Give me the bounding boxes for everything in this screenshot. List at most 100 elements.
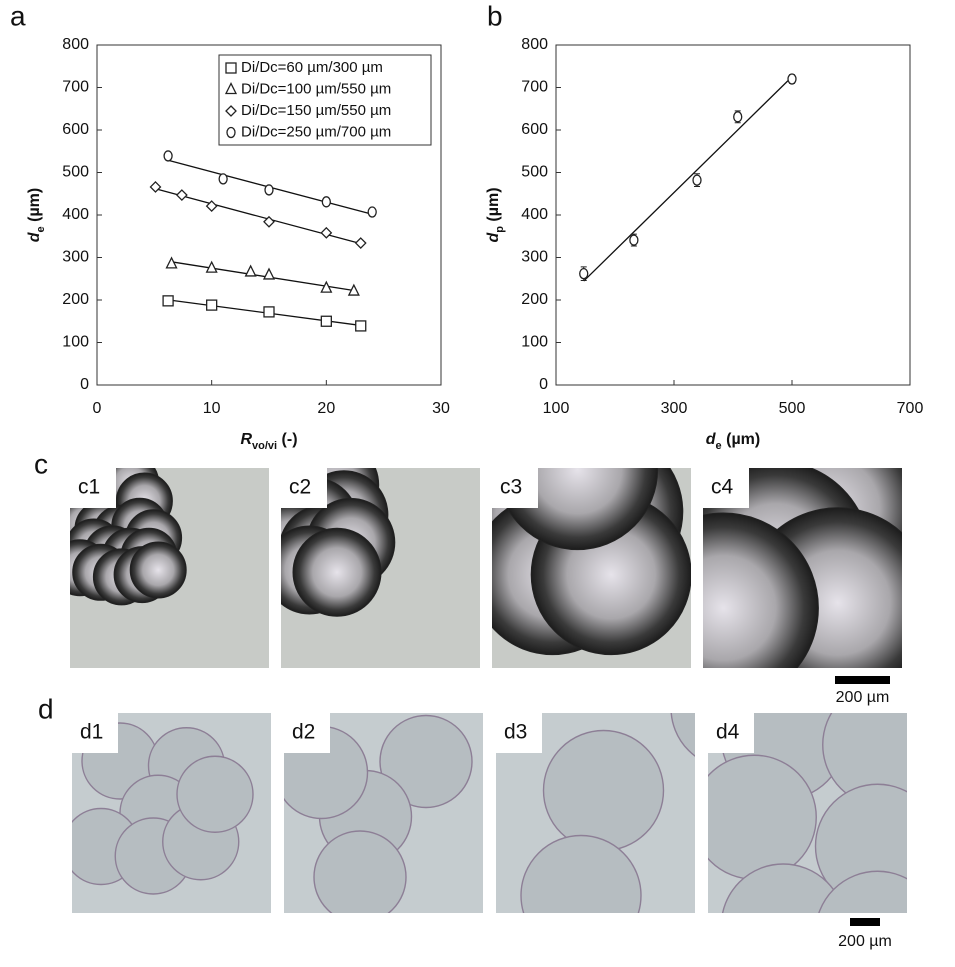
marker bbox=[787, 73, 797, 85]
marker bbox=[320, 315, 332, 327]
scale-bar-label: 200 µm bbox=[836, 689, 890, 706]
particle bbox=[721, 863, 845, 913]
panel-label: c bbox=[34, 448, 48, 479]
image-label: c3 bbox=[500, 476, 522, 499]
legend-label: Di/Dc=100 µm/550 µm bbox=[241, 80, 391, 97]
particle bbox=[520, 834, 642, 913]
y-axis-title: dp (µm) bbox=[485, 187, 506, 242]
x-tick-label: 20 bbox=[317, 400, 335, 417]
x-axis-title-main: R bbox=[240, 431, 252, 448]
marker bbox=[162, 295, 174, 307]
marker bbox=[347, 283, 360, 296]
particle bbox=[818, 870, 907, 913]
y-tick-label: 400 bbox=[521, 206, 548, 223]
legend-box bbox=[218, 54, 432, 146]
x-tick-label: 700 bbox=[897, 400, 924, 417]
marker bbox=[579, 267, 589, 280]
y-axis-title-unit: (µm) bbox=[485, 187, 502, 226]
fit-line bbox=[583, 76, 793, 282]
label-bg bbox=[492, 468, 538, 508]
label-bg bbox=[70, 468, 116, 508]
label-bg bbox=[281, 468, 327, 508]
marker bbox=[367, 206, 377, 218]
legend-marker bbox=[225, 105, 237, 117]
particles bbox=[492, 468, 691, 656]
x-axis-title-unit: (µm) bbox=[722, 431, 761, 448]
particles bbox=[520, 713, 695, 913]
marker bbox=[321, 196, 331, 208]
marker bbox=[629, 234, 639, 246]
marker bbox=[149, 181, 162, 193]
particles bbox=[703, 468, 902, 668]
marker bbox=[163, 150, 173, 162]
y-tick-label: 600 bbox=[521, 121, 548, 138]
marker bbox=[355, 320, 367, 332]
x-tick-label: 500 bbox=[779, 400, 806, 417]
legend-label: Di/Dc=250 µm/700 µm bbox=[241, 123, 391, 140]
y-tick-label: 300 bbox=[62, 249, 89, 266]
particle bbox=[379, 714, 473, 809]
x-axis-title-main: d bbox=[706, 431, 717, 448]
particle bbox=[703, 512, 819, 668]
marker bbox=[175, 189, 188, 201]
y-axis-title-sub: e bbox=[35, 226, 47, 232]
panel-label: a bbox=[10, 0, 26, 31]
marker bbox=[354, 237, 367, 249]
y-tick-label: 300 bbox=[521, 249, 548, 266]
y-tick-label: 0 bbox=[539, 376, 548, 393]
image-label: c2 bbox=[289, 476, 311, 499]
scale-bar bbox=[850, 918, 880, 926]
label-bg bbox=[703, 468, 749, 508]
particles bbox=[284, 714, 473, 913]
particle bbox=[313, 830, 407, 913]
y-tick-label: 500 bbox=[521, 164, 548, 181]
y-tick-label: 700 bbox=[521, 79, 548, 96]
label-bg bbox=[72, 713, 118, 753]
y-axis-title: de (µm) bbox=[26, 188, 47, 242]
particles bbox=[281, 468, 396, 617]
marker bbox=[320, 280, 333, 293]
legend-marker bbox=[226, 126, 236, 139]
x-axis-title-sub: e bbox=[716, 440, 722, 452]
y-tick-label: 200 bbox=[62, 291, 89, 308]
marker bbox=[264, 184, 274, 196]
particle bbox=[176, 755, 254, 833]
series bbox=[165, 256, 360, 296]
image-label: d3 bbox=[504, 721, 527, 744]
panel-label: d bbox=[38, 693, 54, 724]
marker bbox=[692, 174, 702, 186]
y-axis-title-unit: (µm) bbox=[26, 188, 43, 227]
x-axis-title-unit: (-) bbox=[277, 431, 297, 448]
y-axis-title-main: d bbox=[26, 231, 43, 242]
series bbox=[163, 150, 377, 218]
particle bbox=[292, 527, 382, 617]
x-tick-label: 100 bbox=[543, 400, 570, 417]
y-axis-title-sub: p bbox=[494, 226, 506, 233]
marker bbox=[263, 306, 275, 318]
x-tick-label: 30 bbox=[432, 400, 450, 417]
series bbox=[149, 181, 367, 249]
y-tick-label: 400 bbox=[62, 206, 89, 223]
series bbox=[579, 73, 797, 282]
marker bbox=[205, 200, 218, 212]
marker bbox=[165, 256, 178, 269]
legend-label: Di/Dc=60 µm/300 µm bbox=[241, 59, 383, 76]
image-label: c1 bbox=[78, 476, 100, 499]
particle bbox=[708, 754, 817, 880]
y-tick-label: 800 bbox=[521, 36, 548, 53]
x-axis-title-sub: vo/vi bbox=[252, 440, 277, 452]
image-label: d4 bbox=[716, 721, 740, 744]
particles bbox=[72, 722, 254, 895]
y-axis-title-main: d bbox=[485, 232, 502, 243]
marker bbox=[262, 267, 276, 280]
image-label: d1 bbox=[80, 721, 103, 744]
image-label: c4 bbox=[711, 476, 734, 499]
scale-bar-label: 200 µm bbox=[838, 933, 892, 950]
marker bbox=[218, 173, 228, 185]
series bbox=[162, 295, 367, 332]
panel-label: b bbox=[487, 0, 503, 31]
fit-line bbox=[171, 261, 354, 292]
particle bbox=[670, 713, 695, 757]
y-tick-label: 600 bbox=[62, 121, 89, 138]
label-bg bbox=[496, 713, 542, 753]
